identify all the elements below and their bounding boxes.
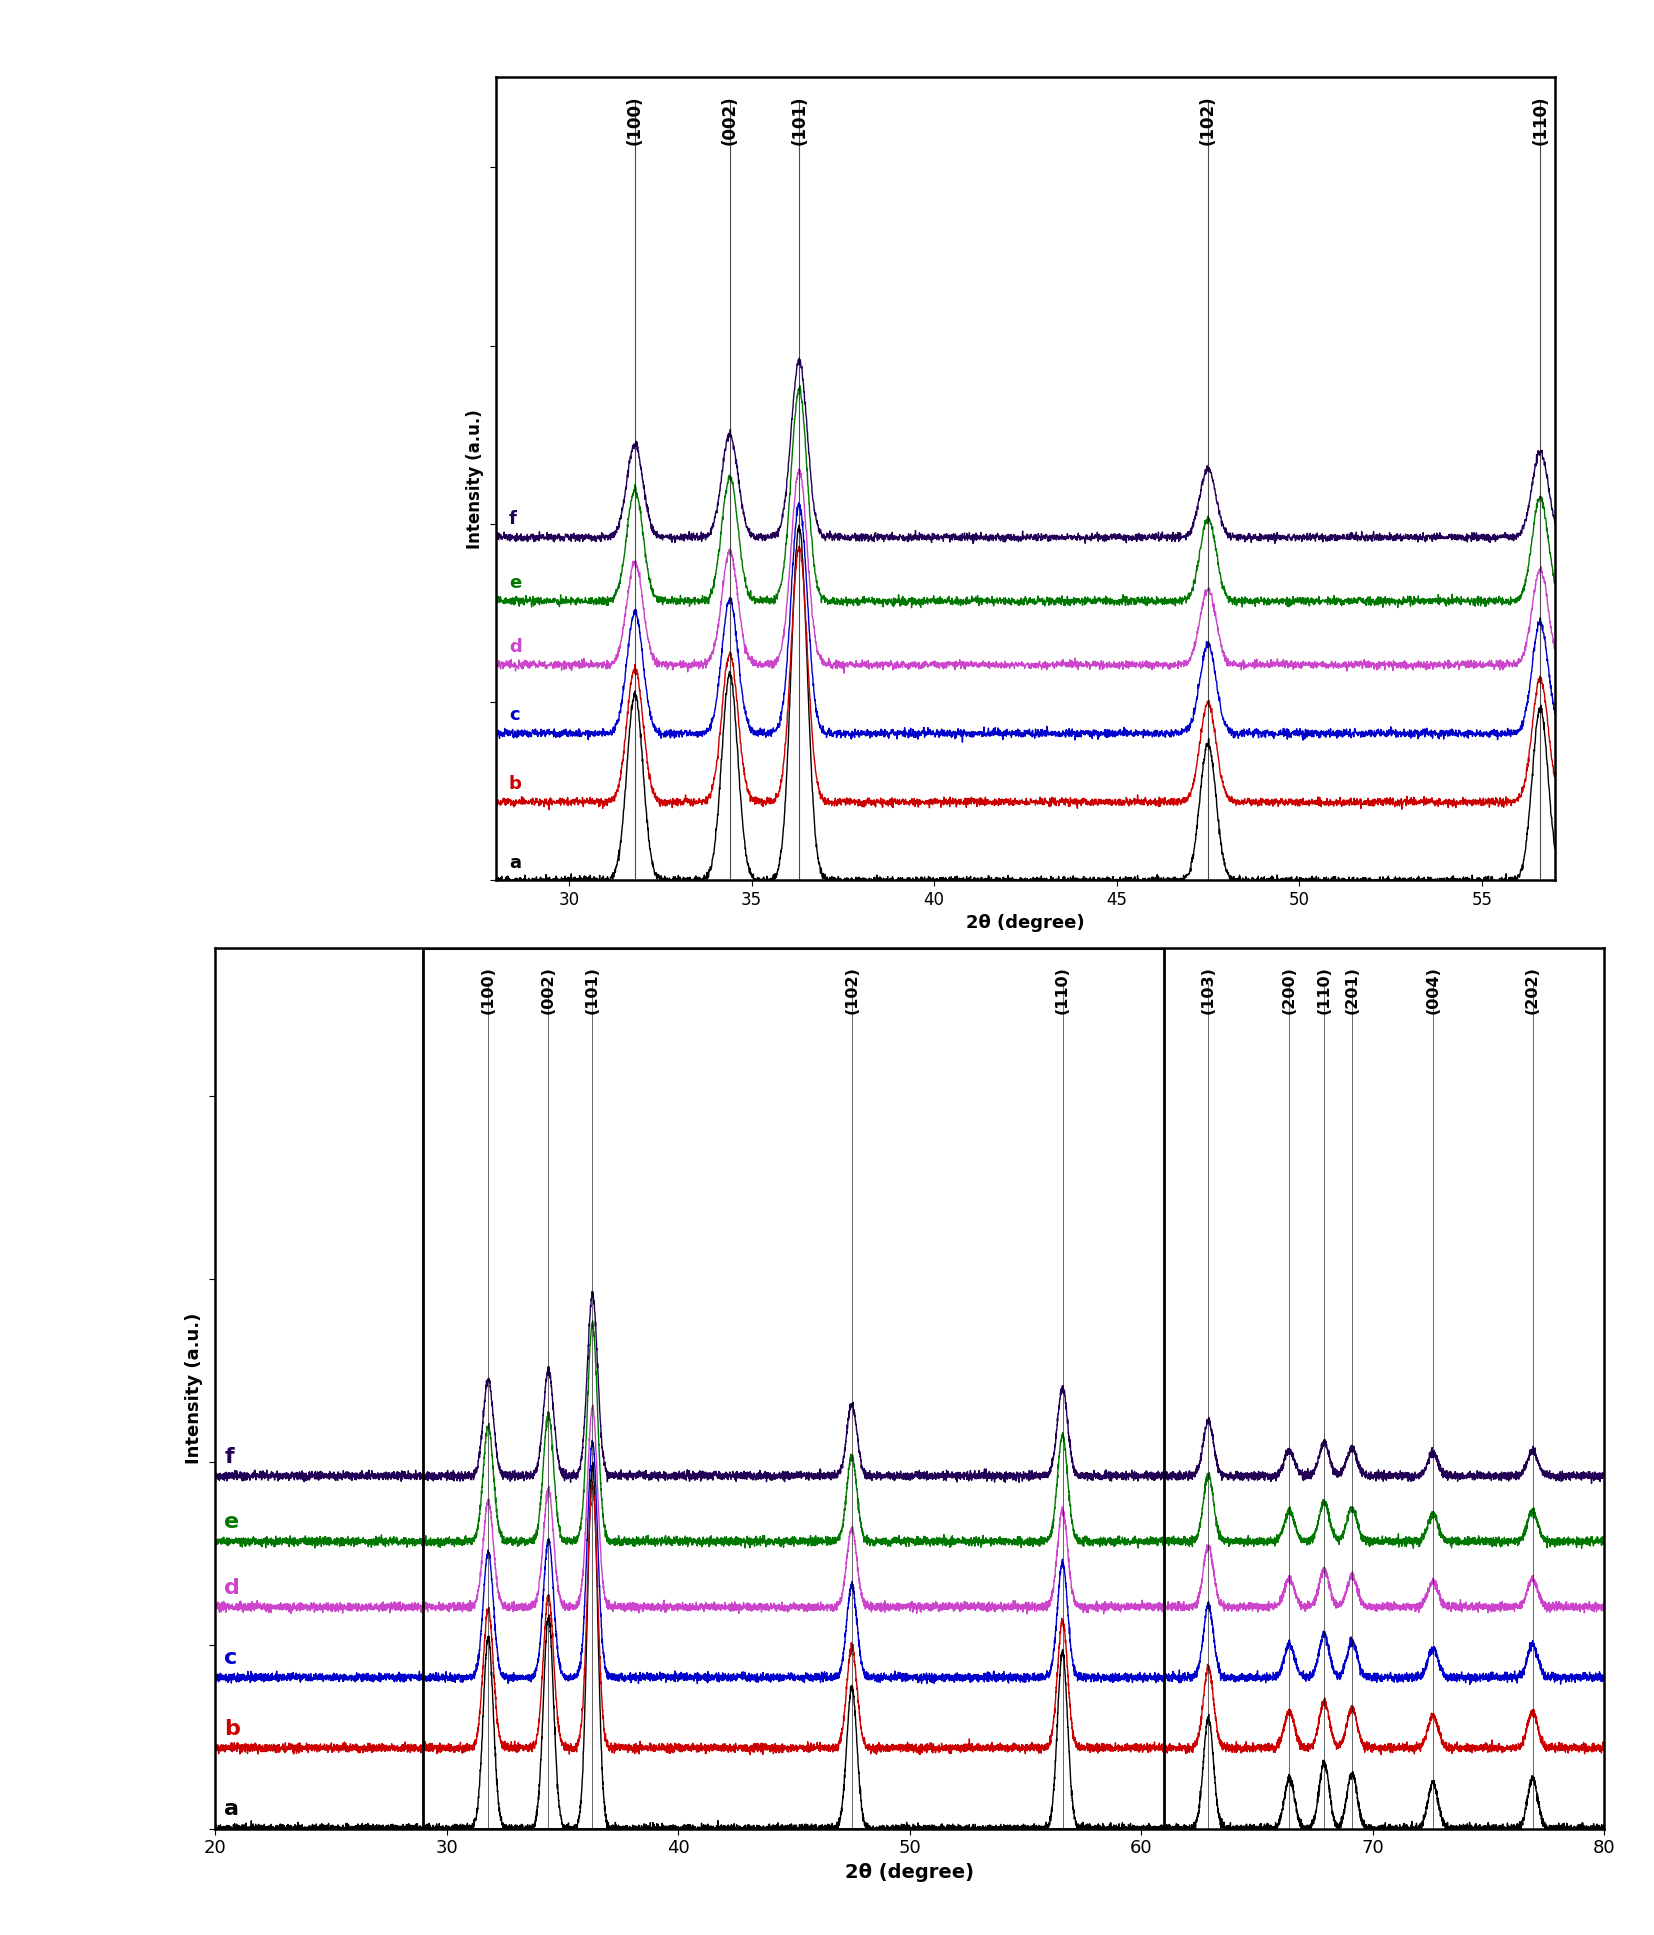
Text: b: b <box>509 776 523 793</box>
Text: a: a <box>509 853 521 871</box>
Text: (002): (002) <box>541 966 556 1014</box>
Text: c: c <box>509 706 519 724</box>
Text: b: b <box>225 1718 240 1740</box>
Text: e: e <box>509 575 521 592</box>
Text: (100): (100) <box>481 966 496 1014</box>
Text: f: f <box>225 1447 233 1467</box>
Y-axis label: Intensity (a.u.): Intensity (a.u.) <box>466 408 483 550</box>
Text: (202): (202) <box>1525 966 1540 1014</box>
Text: f: f <box>509 511 516 528</box>
X-axis label: 2θ (degree): 2θ (degree) <box>966 915 1085 933</box>
Text: (103): (103) <box>1201 966 1216 1014</box>
Text: (200): (200) <box>1282 966 1297 1014</box>
Text: (100): (100) <box>625 95 643 145</box>
Text: (102): (102) <box>844 966 860 1014</box>
Text: d: d <box>509 639 521 656</box>
Text: (004): (004) <box>1426 966 1441 1014</box>
Text: (002): (002) <box>721 95 739 145</box>
Text: (110): (110) <box>1532 95 1550 145</box>
Y-axis label: Intensity (a.u.): Intensity (a.u.) <box>185 1312 202 1465</box>
Text: (101): (101) <box>586 966 600 1014</box>
Text: (201): (201) <box>1345 966 1360 1014</box>
Text: e: e <box>225 1511 240 1533</box>
Text: a: a <box>225 1800 240 1819</box>
Text: c: c <box>225 1649 238 1668</box>
Text: (101): (101) <box>791 95 809 145</box>
Text: (110): (110) <box>1055 966 1070 1014</box>
Text: (102): (102) <box>1199 95 1217 145</box>
Bar <box>423 948 1164 1829</box>
Text: (110): (110) <box>1317 966 1331 1014</box>
X-axis label: 2θ (degree): 2θ (degree) <box>845 1863 974 1881</box>
Text: d: d <box>225 1577 240 1598</box>
